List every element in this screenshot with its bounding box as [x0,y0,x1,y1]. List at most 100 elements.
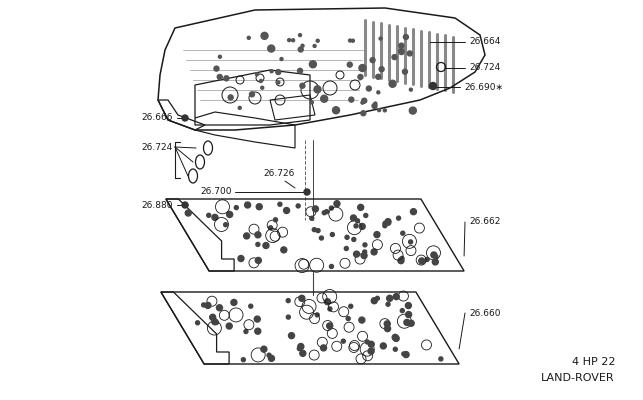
Circle shape [371,249,377,255]
Circle shape [364,214,368,218]
Circle shape [419,258,425,264]
Circle shape [315,313,319,317]
Circle shape [393,336,399,342]
Circle shape [313,44,316,48]
Circle shape [254,316,260,322]
Circle shape [304,189,310,195]
Circle shape [289,333,294,339]
Circle shape [397,216,401,220]
Circle shape [212,214,218,220]
Circle shape [249,92,255,97]
Circle shape [399,48,404,53]
Circle shape [210,314,215,320]
Circle shape [332,107,340,114]
Circle shape [358,204,364,210]
Circle shape [410,107,416,114]
Circle shape [351,39,354,42]
Circle shape [432,259,439,265]
Circle shape [363,243,367,247]
Circle shape [329,264,334,268]
Circle shape [231,300,237,306]
Circle shape [267,353,271,357]
Circle shape [368,348,374,354]
Circle shape [311,101,313,104]
Circle shape [276,70,281,74]
Text: 26.880: 26.880 [141,200,173,210]
Circle shape [394,294,399,300]
Circle shape [241,358,246,362]
Text: 4 HP 22: 4 HP 22 [572,357,615,367]
Circle shape [328,307,332,311]
Circle shape [368,341,374,347]
Circle shape [217,74,222,80]
Circle shape [401,231,405,235]
Circle shape [430,82,437,90]
Circle shape [385,321,390,327]
Circle shape [300,350,306,356]
Circle shape [268,355,275,361]
Circle shape [399,50,404,54]
Circle shape [277,81,280,84]
Circle shape [379,37,382,40]
Circle shape [298,47,303,52]
Circle shape [361,101,364,104]
Circle shape [219,55,221,58]
Circle shape [354,251,359,257]
Circle shape [269,226,273,230]
Circle shape [359,224,365,230]
Circle shape [238,106,241,109]
Circle shape [407,51,412,56]
Circle shape [361,111,366,116]
Circle shape [300,83,305,88]
Circle shape [291,39,294,42]
Text: 26.666: 26.666 [141,114,173,122]
Circle shape [287,38,291,42]
Circle shape [316,228,320,232]
Circle shape [403,352,409,358]
Circle shape [256,204,262,210]
Text: LAND-ROVER: LAND-ROVER [541,373,615,383]
Circle shape [298,68,303,73]
Circle shape [403,69,408,74]
Circle shape [325,210,329,214]
Circle shape [344,246,349,250]
Circle shape [394,347,397,351]
Circle shape [431,252,437,258]
Circle shape [273,218,278,222]
Circle shape [354,224,358,228]
Circle shape [379,67,384,72]
Circle shape [365,340,369,344]
Circle shape [327,323,332,329]
Circle shape [207,213,211,217]
Circle shape [202,303,206,307]
Circle shape [297,346,302,350]
Circle shape [363,250,367,254]
Circle shape [377,91,380,94]
Circle shape [367,86,372,91]
Circle shape [392,55,397,60]
Circle shape [425,258,429,262]
Circle shape [261,32,268,39]
Circle shape [347,62,352,67]
Circle shape [249,304,253,308]
Circle shape [214,66,219,71]
Circle shape [341,339,345,343]
Circle shape [389,80,396,87]
Circle shape [298,344,304,350]
Circle shape [182,115,188,121]
Circle shape [349,304,353,308]
Circle shape [408,320,414,326]
Circle shape [312,206,318,212]
Circle shape [372,104,377,108]
Circle shape [374,102,377,105]
Circle shape [321,95,328,102]
Text: 26.724: 26.724 [141,142,173,152]
Circle shape [405,302,412,308]
Circle shape [314,86,321,93]
Circle shape [259,80,262,82]
Circle shape [226,323,232,329]
Circle shape [195,321,199,325]
Circle shape [263,242,269,248]
Text: 26.662: 26.662 [469,218,500,226]
Circle shape [238,256,244,262]
